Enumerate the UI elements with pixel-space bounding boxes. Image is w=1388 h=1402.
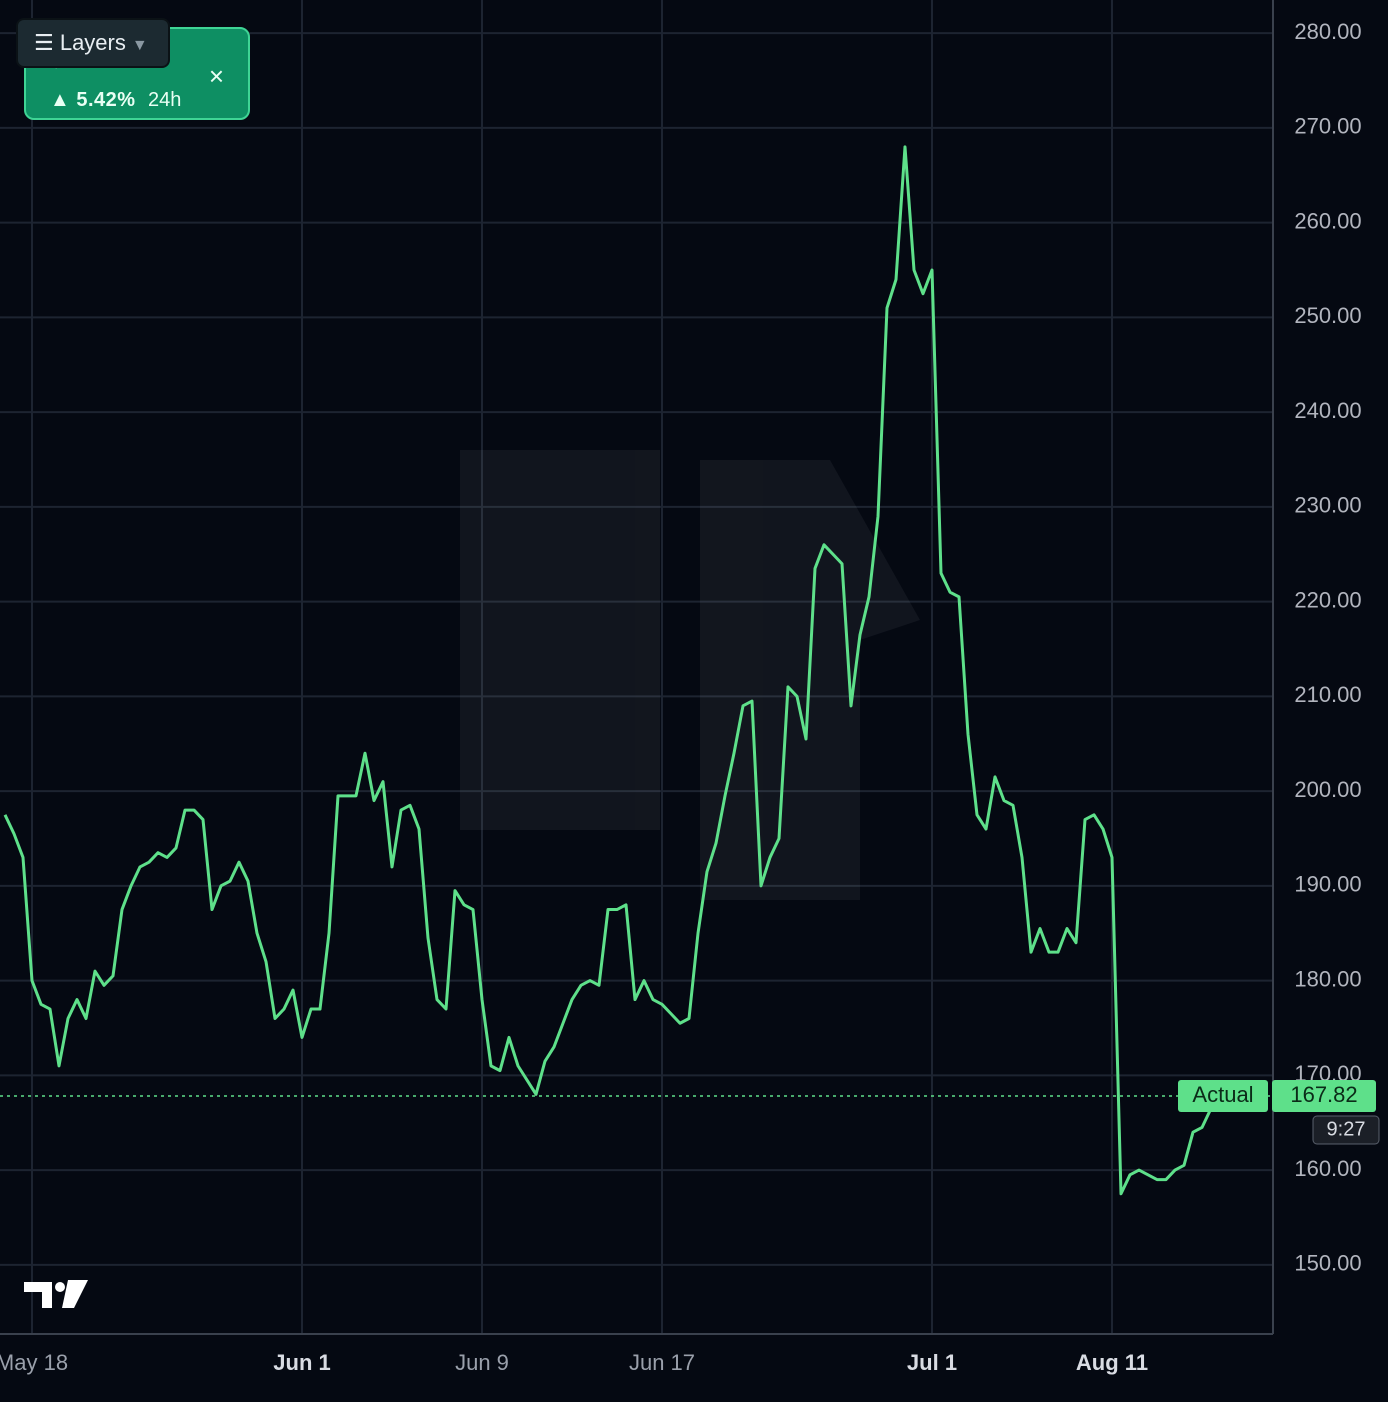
x-tick-label: Jun 9 (455, 1350, 509, 1375)
badge-period: 24h (148, 89, 182, 111)
y-tick-label: 270.00 (1294, 114, 1361, 139)
price-line (3, 145, 1213, 1196)
countdown-box (1312, 1115, 1380, 1145)
y-tick-label: 260.00 (1294, 208, 1361, 233)
y-tick-label: 230.00 (1294, 493, 1361, 518)
series-name: Actual (1192, 1082, 1253, 1107)
y-tick-label: 180.00 (1294, 966, 1361, 991)
x-tick-label: Aug 11 (1076, 1350, 1148, 1375)
grid (0, 0, 1273, 1334)
x-tick-label: Jul 1 (907, 1350, 957, 1375)
x-tick-label: Jun 1 (273, 1350, 330, 1375)
last-price-label: 167.82 (1290, 1082, 1357, 1107)
y-tick-label: 210.00 (1294, 682, 1361, 707)
layers-label: ☰ Layers (34, 30, 126, 55)
y-tick-label: 160.00 (1294, 1156, 1361, 1181)
y-tick-label: 190.00 (1294, 872, 1361, 897)
y-tick-label: 250.00 (1294, 303, 1361, 328)
countdown: 9:27 (1327, 1118, 1366, 1140)
x-tick-label: Jun 17 (629, 1350, 695, 1375)
caret: ▼ (131, 37, 148, 54)
layers-button[interactable]: ☰ Layers ▼ (16, 18, 170, 68)
price-box (1272, 1080, 1376, 1113)
y-tick-label: 150.00 (1294, 1251, 1361, 1276)
series-name-box (1178, 1080, 1268, 1113)
watermark (460, 450, 920, 900)
plot (0, 145, 1273, 1196)
y-tick-label: 280.00 (1294, 19, 1361, 44)
y-tick-label: 220.00 (1294, 587, 1361, 612)
close-button[interactable]: × (208, 61, 224, 91)
y-tick-label: 240.00 (1294, 398, 1361, 423)
labels: 150.00160.00170.00180.00190.00200.00210.… (0, 19, 1380, 1375)
badge-change: ▲ 5.42% (50, 89, 136, 111)
y-tick-label: 200.00 (1294, 777, 1361, 802)
x-tick-label: May 18 (0, 1350, 68, 1375)
tradingview-logo (24, 1280, 88, 1308)
